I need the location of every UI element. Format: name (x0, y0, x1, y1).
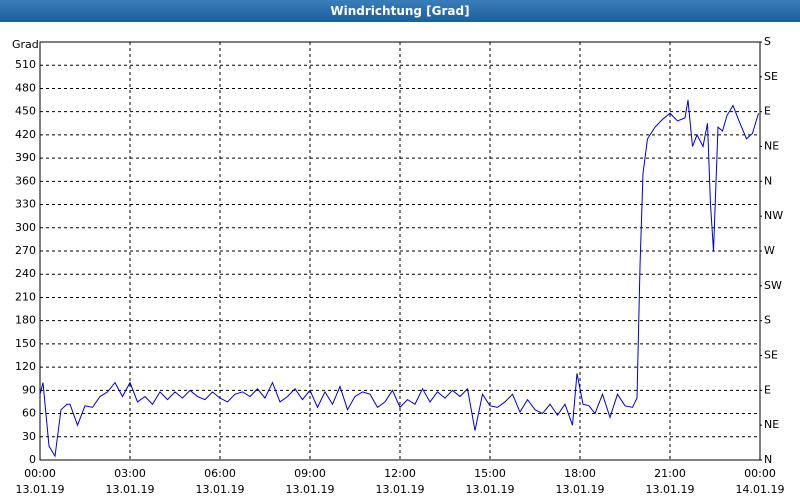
y-axis-label: Grad (12, 38, 39, 51)
y-tick-label: 90 (22, 383, 36, 396)
y-tick-label: 480 (15, 81, 36, 94)
y-tick-label: 390 (15, 151, 36, 164)
y2-tick-label: N (764, 174, 772, 187)
y2-tick-label: N (764, 453, 772, 466)
y-tick-label: 360 (15, 174, 36, 187)
y-tick-label: 210 (15, 290, 36, 303)
y-tick-label: 30 (22, 430, 36, 443)
x-tick-label: 12:00 (384, 467, 416, 480)
x-tick-label: 06:00 (204, 467, 236, 480)
chart: Grad 0 30 60 90 120 150 180 210 240 270 300 330 360 3… (12, 35, 785, 496)
y2-tick-label: W (764, 244, 775, 257)
y-tick-label: 330 (15, 198, 36, 211)
y2-tick-label: E (764, 383, 771, 396)
y-tick-label: 60 (22, 407, 36, 420)
y-tick-label: 240 (15, 267, 36, 280)
y-tick-label: 270 (15, 244, 36, 257)
x-tick-date: 14.01.19 (736, 483, 785, 496)
x-tick-date: 13.01.19 (646, 483, 695, 496)
y2-tick-label: S (764, 35, 771, 48)
x-tick-label: 18:00 (564, 467, 596, 480)
x-tick-date: 13.01.19 (106, 483, 155, 496)
y2-tick-label: NE (764, 418, 779, 431)
x-tick-date: 13.01.19 (286, 483, 335, 496)
y2-tick-label: SE (764, 70, 778, 83)
x-tick-date: 13.01.19 (196, 483, 245, 496)
x-tick-label: 00:00 (24, 467, 56, 480)
y-tick-label: 120 (15, 360, 36, 373)
y-tick-label: 420 (15, 128, 36, 141)
y-tick-label: 180 (15, 314, 36, 327)
y2-tick-label: S (764, 314, 771, 327)
x-tick-label: 03:00 (114, 467, 146, 480)
y-tick-label: 450 (15, 105, 36, 118)
x-tick-label: 15:00 (474, 467, 506, 480)
y-tick-label: 300 (15, 221, 36, 234)
y-tick-label: 0 (29, 453, 36, 466)
y-tick-label: 510 (15, 58, 36, 71)
y2-tick-label: NW (764, 209, 783, 222)
x-tick-date: 13.01.19 (466, 483, 515, 496)
y-tick-label: 150 (15, 337, 36, 350)
title-bar: Windrichtung [Grad] (0, 0, 800, 22)
y2-tick-label: SW (764, 279, 782, 292)
data-line (39, 99, 759, 458)
x-tick-date: 13.01.19 (376, 483, 425, 496)
x-tick-date: 13.01.19 (556, 483, 605, 496)
y2-tick-label: SE (764, 349, 778, 362)
x-tick-date: 13.01.19 (16, 483, 65, 496)
y2-tick-label: E (764, 105, 771, 118)
x-tick-label: 00:00 (744, 467, 776, 480)
x-tick-label: 21:00 (654, 467, 686, 480)
y2-tick-label: NE (764, 140, 779, 153)
x-tick-label: 09:00 (294, 467, 326, 480)
